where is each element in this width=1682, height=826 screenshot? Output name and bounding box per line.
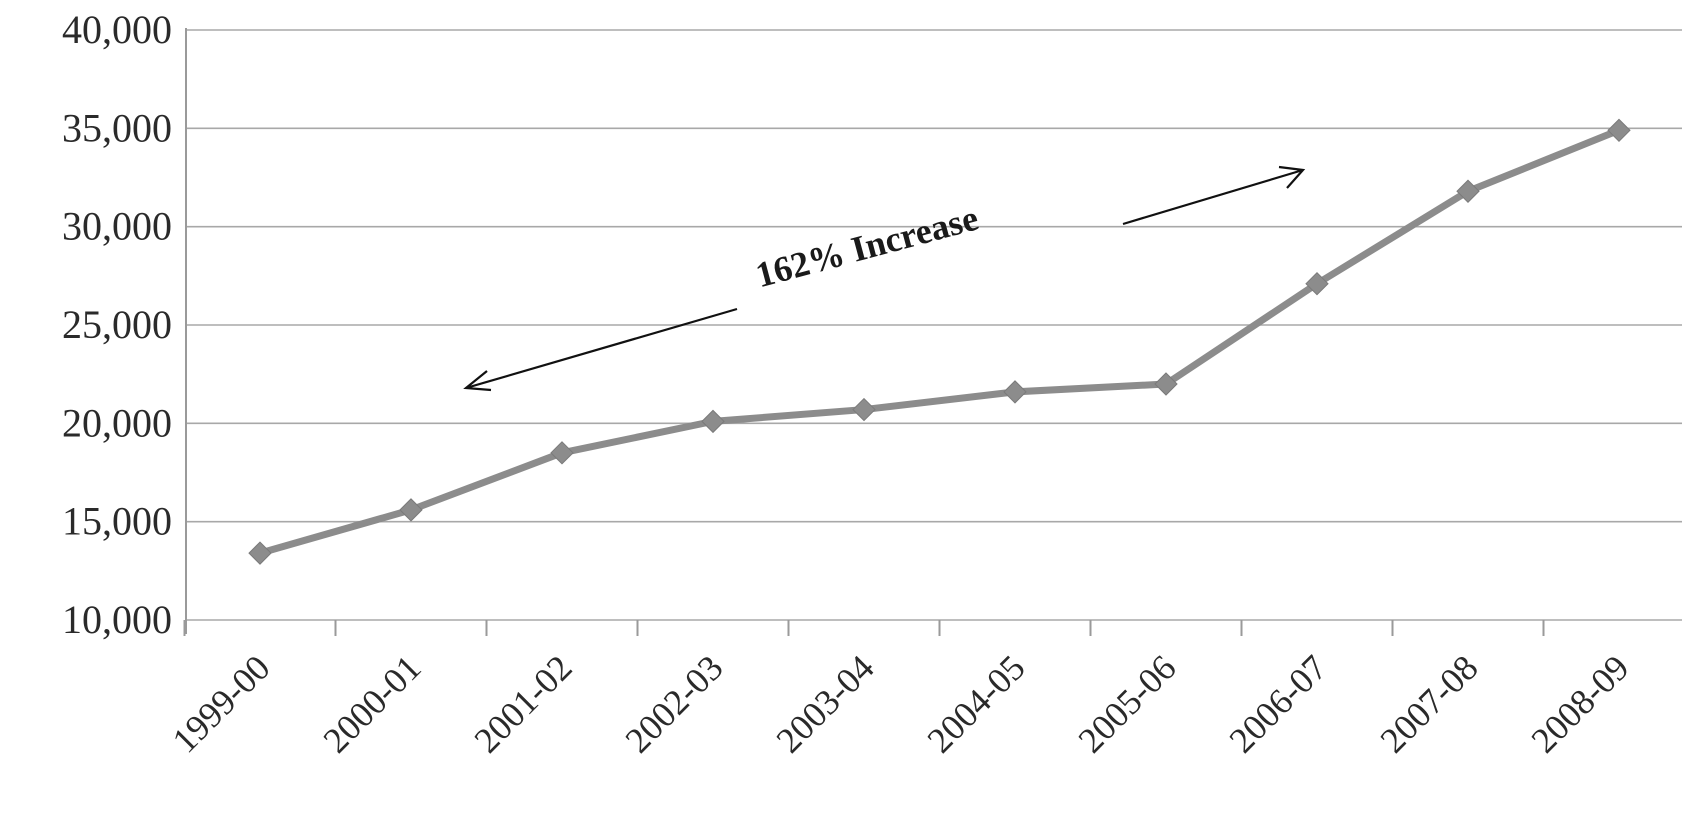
x-tick-label: 2006-07 <box>1222 647 1335 760</box>
data-point <box>400 499 422 521</box>
x-axis-tick-labels: 1999-00 2000-01 2001-02 2002-03 2003-04 2004-… <box>165 647 1637 760</box>
x-tick-label: 2000-01 <box>316 647 429 760</box>
y-tick-label: 35,000 <box>62 105 172 150</box>
y-tick-label: 10,000 <box>62 597 172 642</box>
y-tick-label: 25,000 <box>62 302 172 347</box>
data-point <box>853 399 875 421</box>
y-tick-label: 40,000 <box>62 7 172 52</box>
annotation-label: 162% Increase <box>751 198 982 296</box>
x-tick-label: 2003-04 <box>769 647 882 760</box>
axes <box>185 28 1682 636</box>
y-axis-tick-labels: 10,000 15,000 20,000 25,000 30,000 35,000 40,0… <box>62 7 172 642</box>
annotation: 162% Increase <box>466 167 1303 390</box>
y-tick-label: 15,000 <box>62 499 172 544</box>
x-tick-label: 2004-05 <box>920 647 1033 760</box>
x-tick-label: 2007-08 <box>1373 647 1486 760</box>
annotation-arrow-right <box>1123 170 1303 224</box>
x-tick-label: 1999-00 <box>165 647 278 760</box>
x-tick-label: 2001-02 <box>467 647 580 760</box>
series-layer <box>249 119 1630 564</box>
gridlines <box>186 30 1682 620</box>
annotation-arrowhead-right <box>1279 167 1303 188</box>
data-point <box>551 442 573 464</box>
data-point <box>249 542 271 564</box>
x-tick-label: 2008-09 <box>1524 647 1637 760</box>
series-line <box>260 130 1619 553</box>
x-tick-label: 2002-03 <box>618 647 731 760</box>
x-tick-label: 2005-06 <box>1071 647 1184 760</box>
data-point <box>702 410 724 432</box>
y-tick-label: 20,000 <box>62 400 172 445</box>
data-point <box>1004 381 1026 403</box>
annotation-arrow-left <box>466 309 737 388</box>
data-point <box>1608 119 1630 141</box>
y-tick-label: 30,000 <box>62 204 172 249</box>
